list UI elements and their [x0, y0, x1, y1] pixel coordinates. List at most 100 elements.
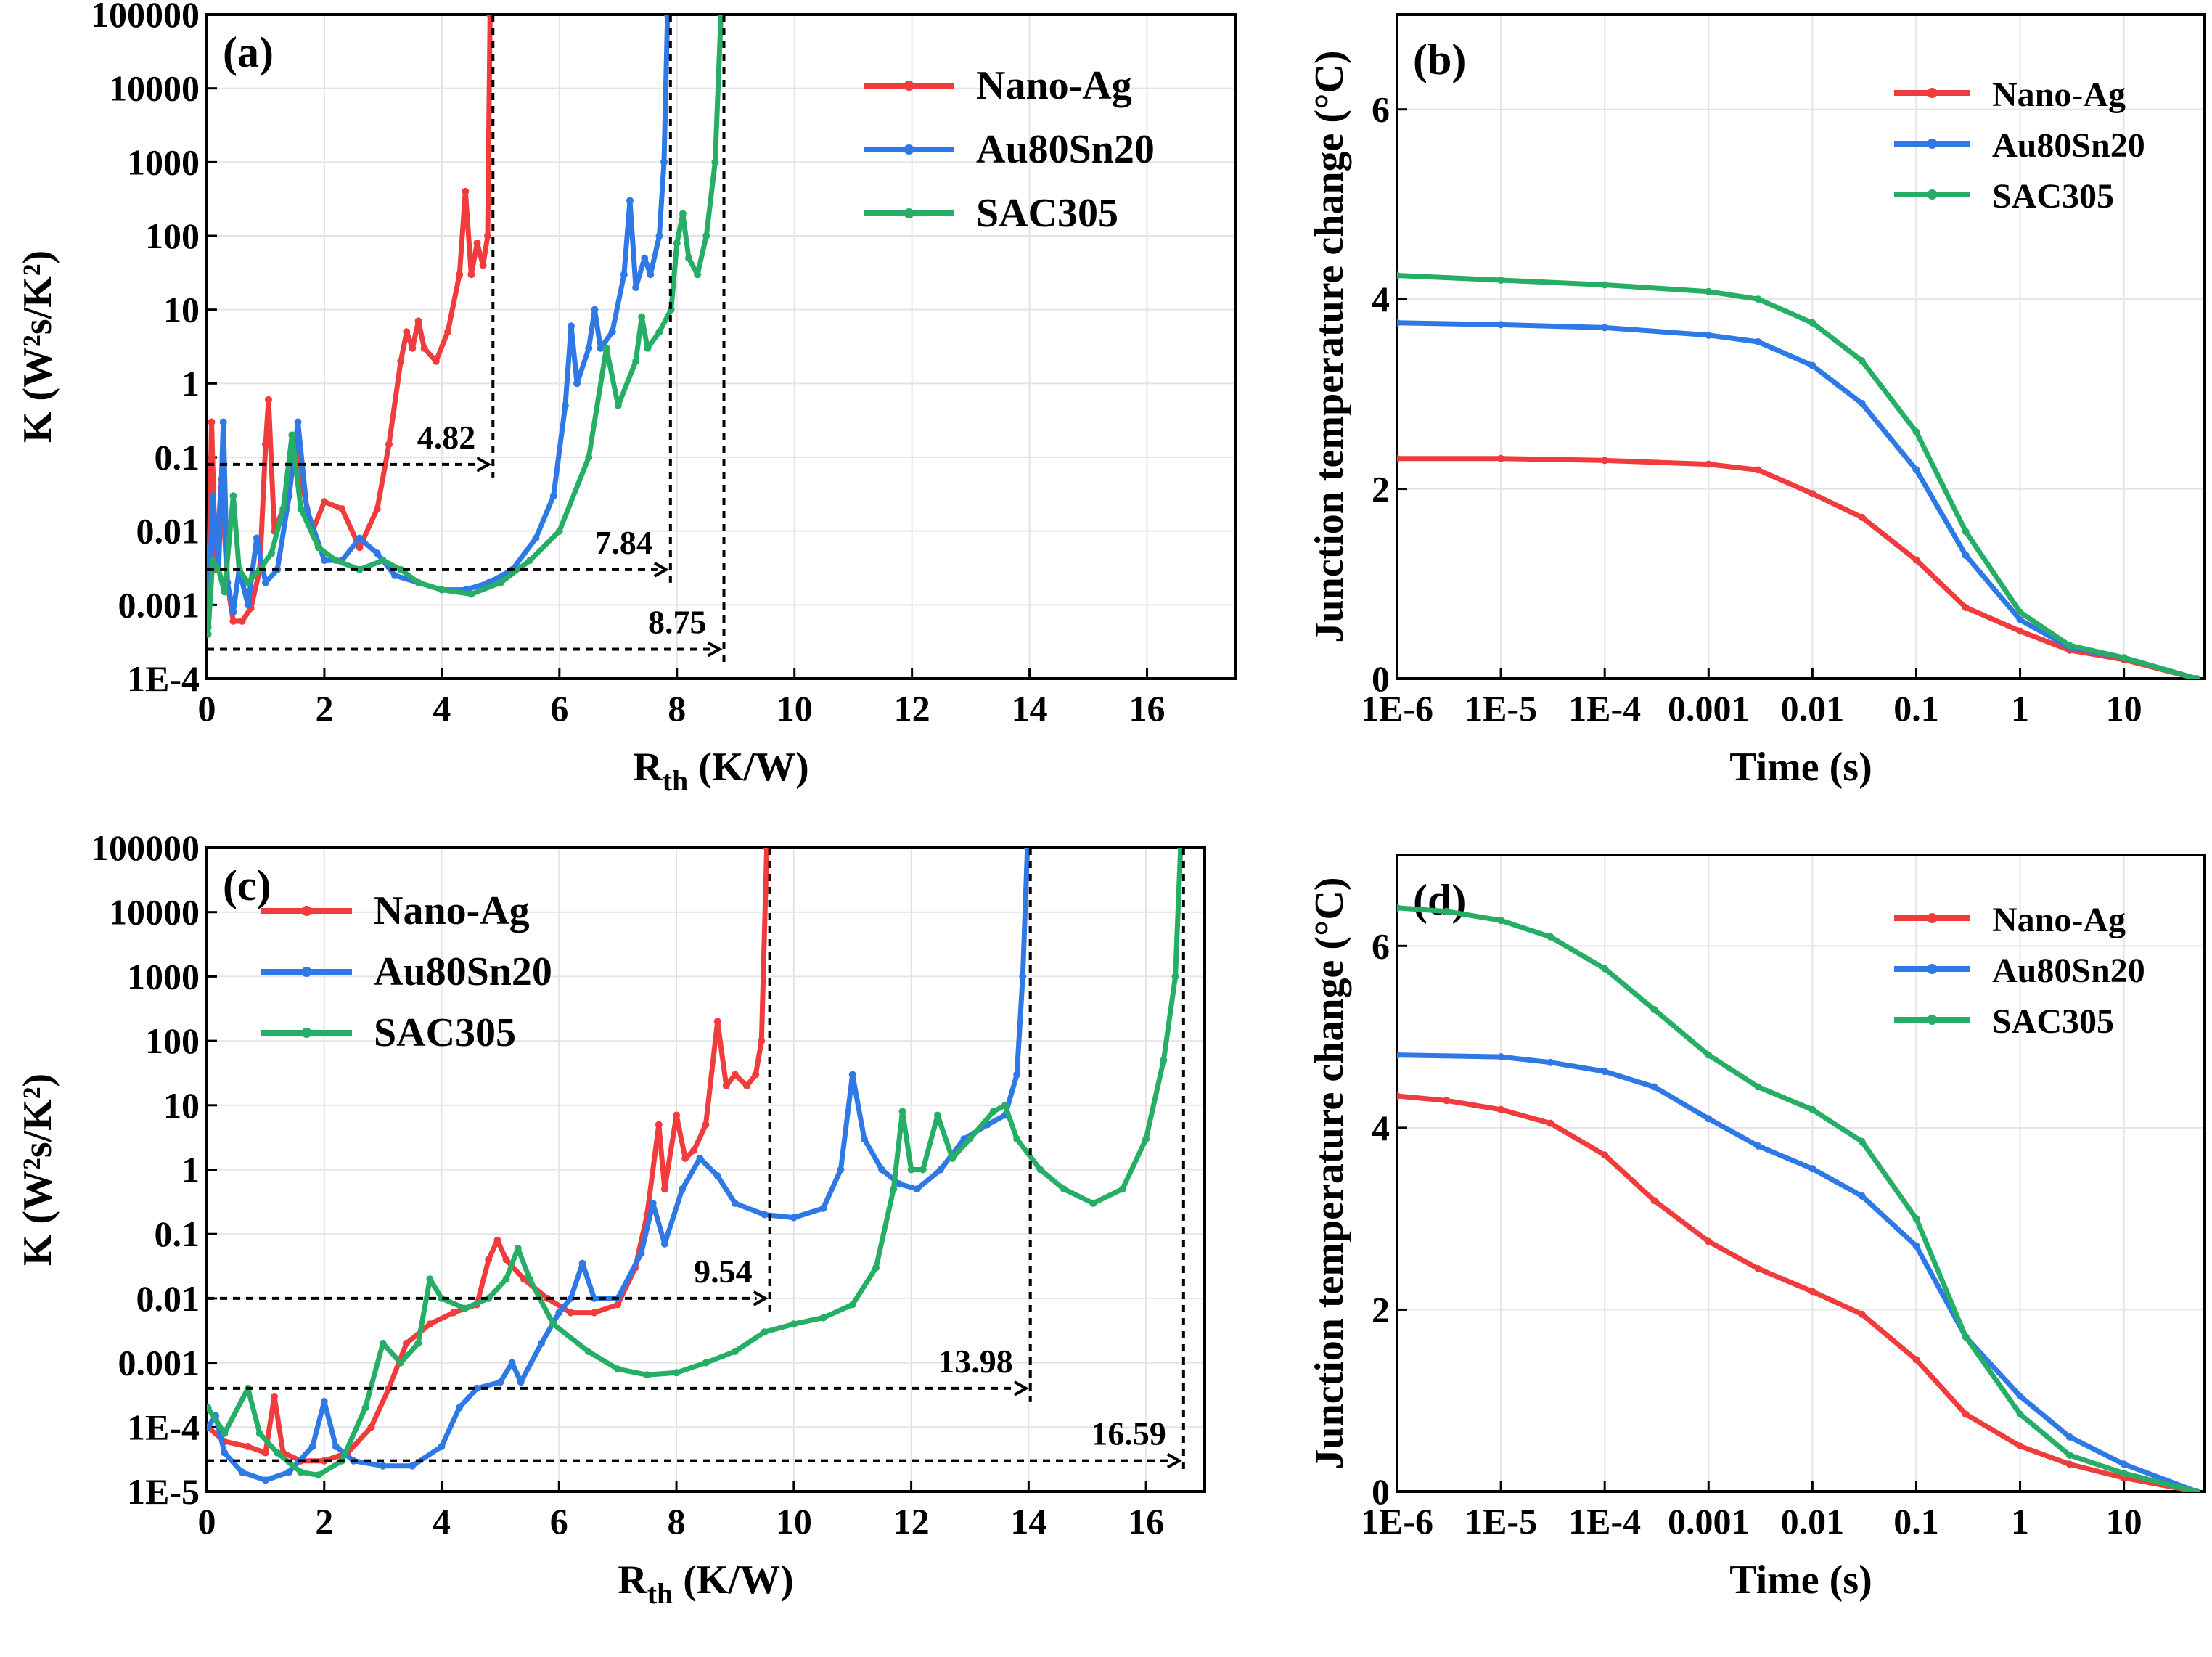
data-point — [848, 1071, 856, 1079]
data-point — [356, 534, 364, 542]
panel-label: (d) — [1413, 876, 1466, 924]
data-point — [262, 441, 269, 449]
x-tick-label: 1 — [2011, 1501, 2029, 1542]
data-point — [1858, 1137, 1866, 1145]
y-tick-label: 100 — [145, 1020, 200, 1061]
data-point — [1962, 1410, 1970, 1418]
data-point — [209, 557, 217, 565]
data-point — [238, 617, 246, 625]
data-point — [758, 1037, 766, 1045]
data-point — [632, 357, 640, 365]
data-point — [722, 1082, 730, 1090]
panel-c-chart: 0 2 4 6 8 10 12 14 16 1E-5 1E-4 0.001 0.01 0.1 1 10 100 1… — [15, 827, 1206, 1610]
data-point — [1547, 1119, 1554, 1127]
plot-frame — [205, 13, 1237, 680]
data-point — [1705, 287, 1713, 295]
data-point — [1013, 1135, 1021, 1143]
annotation-value: 8.75 — [648, 604, 707, 641]
data-point — [1650, 1006, 1658, 1013]
data-point — [608, 328, 616, 336]
data-point — [526, 557, 534, 565]
legend-label: SAC305 — [1992, 1002, 2114, 1041]
data-point — [520, 1275, 528, 1283]
y-tick-label: 0.1 — [155, 1214, 200, 1254]
data-point — [702, 232, 710, 240]
data-point — [837, 1166, 845, 1174]
arrow-head — [476, 457, 492, 472]
legend-marker — [1927, 913, 1938, 923]
y-tick-label: 0 — [1372, 658, 1390, 699]
y-tick-label: 10000 — [109, 68, 200, 109]
data-point — [1601, 457, 1609, 465]
data-point — [1808, 1105, 1816, 1113]
data-point — [356, 565, 364, 573]
y-tick-label: 6 — [1372, 89, 1390, 130]
data-point — [414, 317, 422, 325]
legend: Nano-Ag Au80Sn20 SAC305 — [1894, 901, 2145, 1041]
data-point — [2065, 1460, 2073, 1468]
series-line-sac305 — [1397, 273, 2197, 679]
data-point — [1912, 1242, 1920, 1250]
data-point — [303, 505, 311, 513]
data-point — [632, 284, 640, 292]
x-tick-label: 8 — [668, 688, 686, 729]
data-point — [2192, 1488, 2200, 1492]
data-point — [320, 1398, 328, 1405]
data-point — [1912, 1215, 1920, 1223]
data-point — [496, 1378, 504, 1386]
x-tick-label: 0 — [198, 688, 216, 729]
x-axis-title: Rth (K/W) — [618, 1558, 793, 1610]
x-tick-label: 4 — [433, 1501, 451, 1542]
data-point — [713, 1018, 721, 1026]
data-point — [2016, 1410, 2024, 1418]
data-point — [409, 344, 417, 352]
data-point — [209, 492, 217, 500]
legend-label: Nano-Ag — [1992, 75, 2126, 114]
annotation-value: 13.98 — [938, 1343, 1013, 1380]
data-point — [221, 588, 229, 596]
data-point — [702, 1359, 710, 1367]
x-tick-label: 8 — [668, 1501, 686, 1542]
x-tick-label: 1E-5 — [1465, 1501, 1537, 1542]
data-point — [268, 549, 276, 557]
plot-frame — [1396, 854, 2206, 1493]
y-tick-label: 1E-5 — [127, 1471, 200, 1512]
data-point — [681, 1154, 689, 1162]
data-point — [432, 357, 440, 365]
data-point — [878, 1166, 886, 1174]
data-point — [1497, 1105, 1505, 1113]
data-point — [229, 608, 237, 616]
legend-label: SAC305 — [374, 1010, 516, 1055]
legend-marker — [1927, 189, 1938, 200]
data-point — [872, 1264, 880, 1272]
data-point — [898, 1108, 906, 1116]
y-axis-title: Junction temperature change (°C) — [1307, 50, 1352, 642]
data-point — [643, 1371, 651, 1379]
data-point — [525, 1275, 533, 1283]
plot-frame — [1396, 13, 2206, 680]
data-point — [409, 1462, 417, 1470]
data-point — [426, 1275, 434, 1283]
data-point — [244, 578, 252, 586]
data-point — [578, 1259, 586, 1267]
data-point — [1705, 460, 1713, 468]
data-point — [2016, 608, 2024, 616]
data-point — [1962, 552, 1970, 560]
data-point — [966, 1135, 974, 1143]
data-point — [221, 1449, 229, 1457]
data-point — [590, 1309, 598, 1317]
data-point — [1001, 1101, 1009, 1109]
x-tick-label: 12 — [893, 1501, 930, 1542]
data-point — [937, 1166, 944, 1174]
data-point — [711, 158, 719, 166]
data-point — [1754, 1083, 1762, 1091]
data-point — [396, 1359, 404, 1367]
data-point — [585, 454, 593, 461]
panel-label: (a) — [223, 28, 274, 76]
y-tick-label: 1000 — [127, 142, 200, 182]
legend-label: Au80Sn20 — [976, 127, 1155, 172]
data-point — [1397, 319, 1401, 327]
x-tick-label: 16 — [1128, 1501, 1164, 1542]
data-point — [221, 1429, 229, 1437]
data-point — [361, 1404, 369, 1412]
